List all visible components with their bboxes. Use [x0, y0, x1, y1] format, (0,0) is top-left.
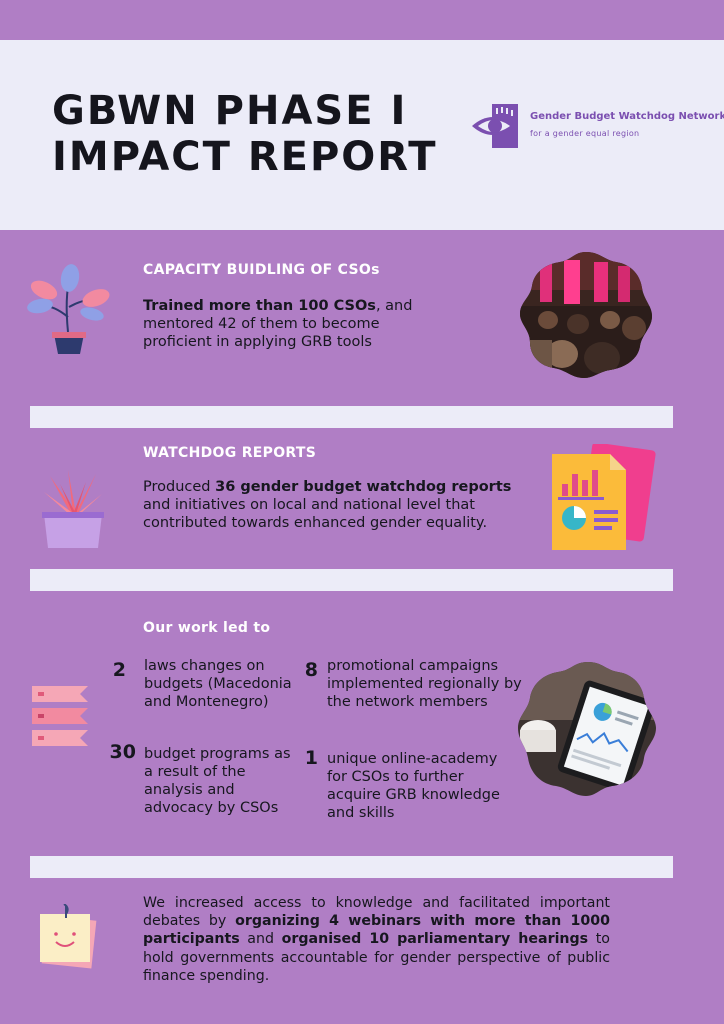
- succulent-plant-icon: [42, 470, 104, 548]
- ribbon-flags-icon: [32, 686, 88, 746]
- title-line-1: GBWN PHASE I: [52, 88, 408, 134]
- header-band: [0, 40, 724, 230]
- section-divider: [30, 856, 673, 878]
- capacity-body: , and mentored 42 of them to become prof…: [143, 298, 413, 350]
- capacity-highlight: Trained more than 100 CSOs: [143, 298, 376, 314]
- closing-text: and: [239, 931, 282, 948]
- stat-number: 30: [109, 741, 136, 763]
- stat-text: promotional campaigns implemented region…: [327, 658, 522, 710]
- watchdog-heading: WATCHDOG REPORTS: [143, 445, 317, 461]
- closing-text: We increased access to knowledge and fac…: [143, 895, 610, 930]
- page-title: GBWN PHASE I IMPACT REPORT: [52, 88, 472, 180]
- stat-text: unique online-academy for CSOs to furthe…: [327, 751, 500, 821]
- watchdog-highlight: 36 gender budget watchdog reports: [215, 479, 512, 495]
- section-divider: [30, 406, 673, 428]
- stat-number: 1: [304, 747, 318, 769]
- watchdog-pre: Produced: [143, 479, 216, 495]
- stat-text: laws changes on budgets (Macedonia and M…: [144, 658, 292, 710]
- closing-highlight: organised 10 parliamentary hearings: [281, 931, 589, 948]
- closing-text: to hold governments accountable for gend…: [143, 931, 610, 984]
- title-line-2: IMPACT REPORT: [52, 134, 438, 180]
- watchdog-text: Produced 36 gender budget watchdog repor…: [143, 478, 533, 532]
- conference-photo: [520, 252, 652, 378]
- tablet-photo: [518, 662, 656, 796]
- logo-name: Gender Budget Watchdog Network: [530, 111, 724, 122]
- closing-paragraph: We increased access to knowledge and fac…: [143, 894, 610, 985]
- stat-number: 2: [112, 659, 126, 681]
- closing-highlight: organizing 4 webinars with more than 100…: [143, 913, 610, 948]
- capacity-heading: CAPACITY BUIDLING OF CSOs: [143, 262, 380, 278]
- stat-text: budget programs as a result of the analy…: [144, 746, 291, 816]
- stat-number: 8: [304, 659, 318, 681]
- work-heading: Our work led to: [143, 620, 271, 636]
- capacity-text: Trained more than 100 CSOs, and mentored…: [143, 297, 443, 351]
- eye-logo-icon: [472, 104, 518, 148]
- report-document-icon: [552, 444, 656, 550]
- potted-plant-icon: [27, 264, 110, 354]
- logo-tagline: for a gender equal region: [530, 129, 640, 138]
- sticky-note-icon: [40, 904, 97, 969]
- watchdog-body: and initiatives on local and national le…: [143, 497, 488, 531]
- section-divider: [30, 569, 673, 591]
